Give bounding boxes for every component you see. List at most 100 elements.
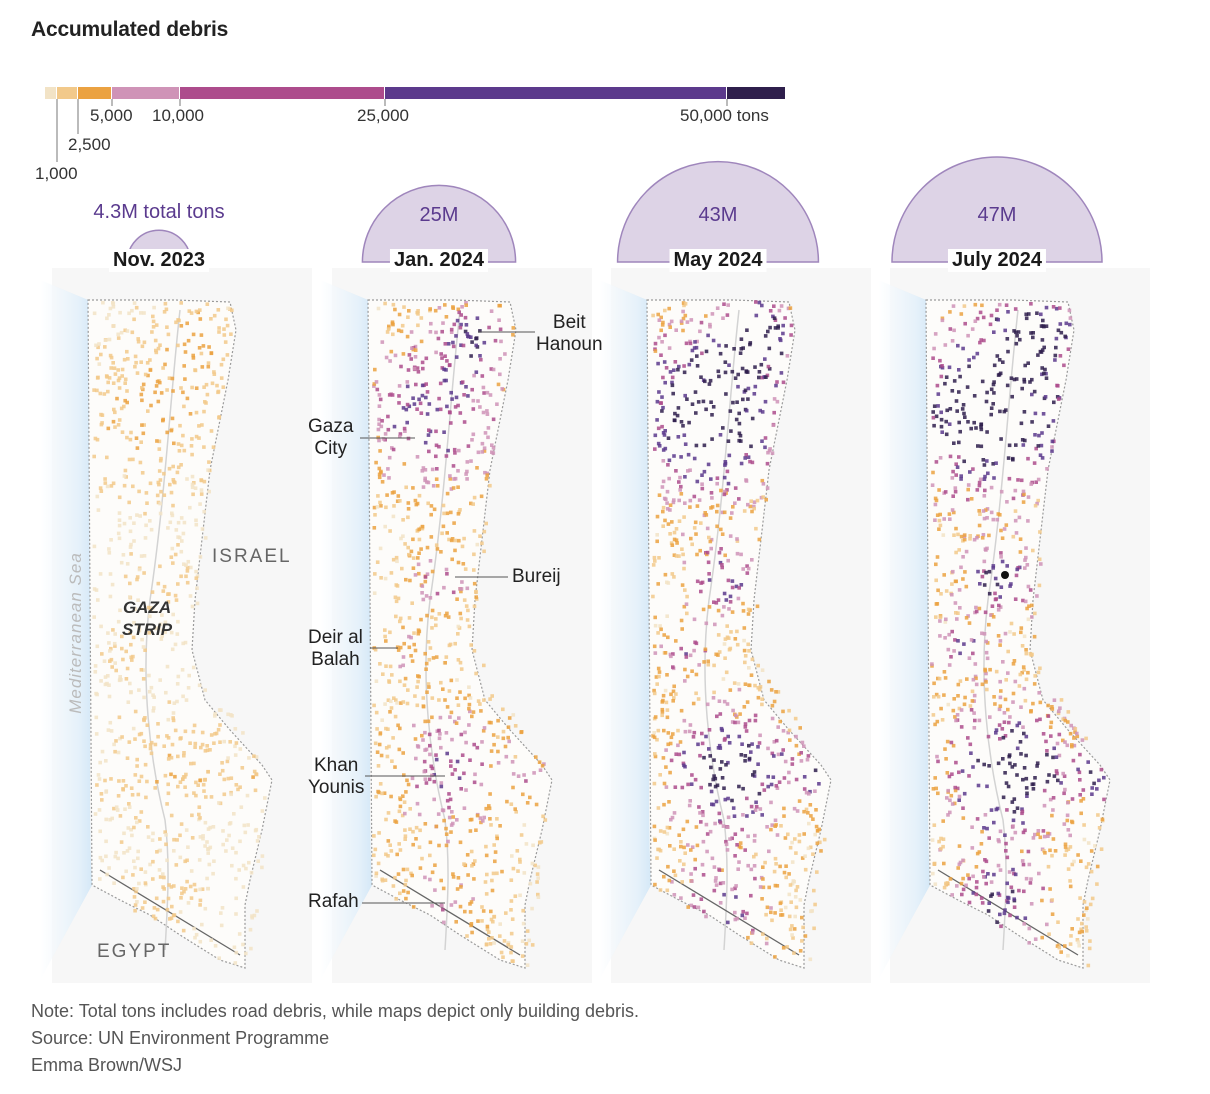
debris-cell xyxy=(423,875,427,880)
debris-cell xyxy=(435,547,440,551)
debris-cell xyxy=(736,596,741,601)
debris-cell xyxy=(1021,598,1025,603)
debris-cell xyxy=(509,908,513,912)
debris-cell xyxy=(758,807,763,811)
debris-cell xyxy=(802,775,807,779)
debris-cell xyxy=(432,779,437,784)
debris-cell xyxy=(137,732,142,737)
debris-cell xyxy=(204,795,208,799)
debris-cell xyxy=(233,961,238,965)
debris-cell xyxy=(682,718,687,723)
debris-cell xyxy=(1082,823,1086,827)
debris-cell xyxy=(92,454,96,459)
debris-cell xyxy=(972,355,976,360)
debris-cell xyxy=(697,805,701,809)
debris-cell xyxy=(448,715,452,719)
debris-cell xyxy=(769,906,773,910)
debris-cell xyxy=(972,711,976,715)
debris-cell xyxy=(428,743,432,748)
debris-cell xyxy=(153,338,158,343)
debris-cell xyxy=(467,706,471,711)
debris-cell xyxy=(184,828,189,832)
debris-cell xyxy=(408,827,412,831)
debris-cell xyxy=(128,437,133,442)
debris-cell xyxy=(743,725,748,729)
debris-cell xyxy=(989,880,994,884)
debris-cell xyxy=(1004,678,1008,682)
debris-cell xyxy=(533,863,537,868)
debris-cell xyxy=(962,304,967,308)
debris-cell xyxy=(198,816,202,820)
debris-cell xyxy=(165,325,169,329)
debris-cell xyxy=(781,331,785,336)
debris-cell xyxy=(170,511,174,516)
debris-cell xyxy=(1055,771,1059,776)
debris-cell xyxy=(1017,515,1022,520)
debris-cell xyxy=(943,490,948,494)
debris-cell xyxy=(940,718,945,722)
debris-cell xyxy=(377,417,381,422)
debris-cell xyxy=(957,440,961,445)
debris-cell xyxy=(445,798,450,803)
debris-cell xyxy=(756,762,760,766)
debris-cell xyxy=(1011,691,1016,696)
debris-cell xyxy=(489,823,493,827)
debris-cell xyxy=(141,645,146,649)
debris-cell xyxy=(933,518,937,522)
debris-cell xyxy=(982,583,987,587)
debris-cell xyxy=(948,810,952,815)
debris-cell xyxy=(101,300,105,305)
debris-cell xyxy=(450,772,455,776)
debris-cell xyxy=(667,306,671,311)
debris-cell xyxy=(776,752,781,757)
debris-cell xyxy=(485,390,490,395)
debris-cell xyxy=(1056,711,1061,716)
debris-cell xyxy=(785,354,790,358)
debris-cell xyxy=(255,909,259,913)
debris-cell xyxy=(133,903,138,907)
debris-cell xyxy=(1063,334,1067,339)
debris-cell xyxy=(386,427,391,432)
debris-cell xyxy=(109,646,113,651)
debris-cell xyxy=(443,342,448,346)
legend-swatch-2 xyxy=(78,87,111,99)
debris-cell xyxy=(659,644,663,649)
debris-cell xyxy=(415,501,420,506)
debris-cell xyxy=(372,505,377,510)
debris-cell xyxy=(766,450,770,455)
debris-cell xyxy=(430,766,435,771)
debris-cell xyxy=(116,531,121,536)
debris-cell xyxy=(377,466,382,471)
debris-cell xyxy=(653,347,657,351)
debris-cell xyxy=(181,777,185,781)
debris-cell xyxy=(733,910,737,915)
debris-cell xyxy=(151,859,155,864)
debris-cell xyxy=(1044,376,1049,380)
debris-cell xyxy=(172,441,176,446)
debris-cell xyxy=(677,364,681,369)
debris-cell xyxy=(385,330,390,334)
debris-cell xyxy=(161,885,165,889)
debris-cell xyxy=(699,897,704,901)
debris-cell xyxy=(487,806,492,811)
debris-cell xyxy=(1084,925,1088,929)
debris-cell xyxy=(107,547,111,551)
debris-cell xyxy=(1040,366,1044,370)
debris-cell xyxy=(984,639,988,644)
debris-cell xyxy=(391,736,395,740)
debris-cell xyxy=(1054,769,1059,773)
debris-cell xyxy=(672,575,676,579)
debris-cell xyxy=(1047,932,1051,936)
debris-cell xyxy=(412,723,416,728)
debris-cell xyxy=(171,389,175,393)
debris-cell xyxy=(158,380,162,385)
debris-cell xyxy=(698,548,702,553)
debris-cell xyxy=(695,552,699,557)
debris-cell xyxy=(719,547,723,551)
debris-cell xyxy=(1032,389,1037,394)
debris-cell xyxy=(243,830,248,835)
debris-cell xyxy=(217,330,221,334)
debris-cell xyxy=(199,492,204,496)
debris-cell xyxy=(714,883,719,887)
